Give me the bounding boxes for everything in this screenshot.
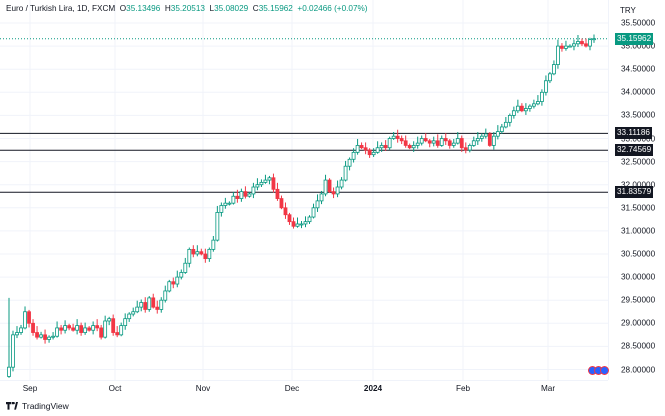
price-tick-label: 35.50000 (621, 18, 656, 28)
price-tick-label: 30.00000 (621, 272, 656, 282)
candlestick-chart[interactable] (0, 0, 608, 380)
time-tick-label: Dec (284, 384, 300, 393)
low-value: 35.08029 (214, 4, 249, 13)
tradingview-logo-icon (6, 402, 18, 410)
price-tick-label: 31.00000 (621, 226, 656, 236)
time-axis[interactable] (0, 380, 608, 395)
high-value: 35.20513 (170, 4, 205, 13)
price-tick-label: 28.50000 (621, 341, 656, 351)
price-tick-label: 34.50000 (621, 64, 656, 74)
close-value: 35.15962 (258, 4, 293, 13)
price-tick-label: 29.50000 (621, 295, 656, 305)
time-tick-label: Nov (195, 384, 211, 393)
chart-area[interactable] (0, 0, 608, 380)
economic-events[interactable] (588, 366, 609, 375)
time-tick-label: Oct (108, 384, 122, 393)
open-value: 35.13496 (126, 4, 161, 13)
price-tick-label: 32.50000 (621, 157, 656, 167)
horizontal-line-price-tag: 32.74569 (615, 144, 654, 157)
time-tick-label: 2024 (363, 384, 383, 393)
time-tick-label: Feb (455, 384, 471, 393)
price-tick-label: 32.00000 (621, 180, 656, 190)
change-value: +0.02466 (+0.07%) (297, 4, 368, 13)
horizontal-line-price-tag: 31.83579 (615, 186, 654, 199)
time-tick-label: Sep (22, 384, 38, 393)
price-tick-label: 35.00000 (621, 41, 656, 51)
price-tick-label: 31.50000 (621, 203, 656, 213)
currency-label[interactable]: TRY (620, 6, 636, 15)
horizontal-line-price-tag: 33.11186 (615, 127, 652, 140)
tradingview-logo[interactable]: TradingView (6, 401, 69, 411)
price-tick-label: 29.00000 (621, 318, 656, 328)
price-axis[interactable] (608, 0, 665, 380)
current-price-tag: 35.15962 (615, 32, 654, 45)
ohlc-legend: Euro / Turkish Lira, 1D, FXCM O35.13496 … (6, 4, 368, 13)
brand-name: TradingView (22, 401, 69, 411)
event-flag-icon[interactable] (600, 366, 609, 375)
time-tick-label: Mar (540, 384, 556, 393)
price-tick-label: 30.50000 (621, 249, 656, 259)
price-tick-label: 33.50000 (621, 110, 656, 120)
symbol-title: Euro / Turkish Lira, 1D, FXCM (6, 4, 116, 13)
price-tick-label: 34.00000 (621, 87, 656, 97)
price-tick-label: 28.00000 (621, 365, 656, 374)
